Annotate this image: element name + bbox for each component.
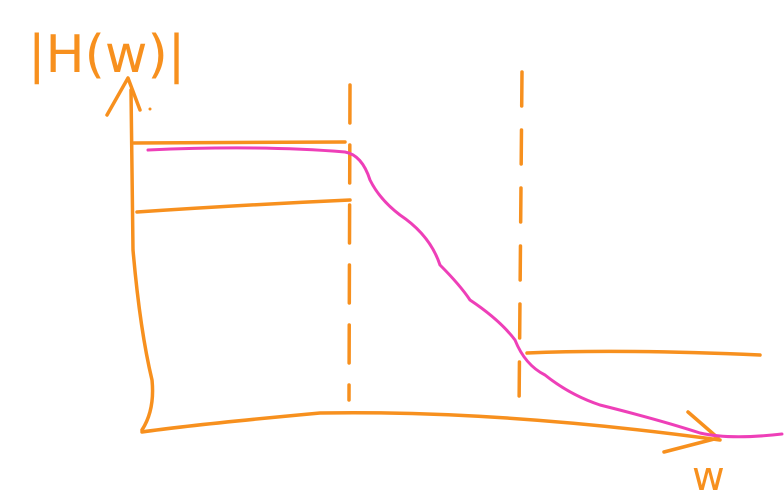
passband-edge	[347, 83, 352, 402]
y-axis-label: |H(w)|	[28, 25, 185, 85]
x-axis	[140, 410, 722, 442]
dot	[148, 107, 152, 111]
passband-ripple-level	[135, 198, 352, 214]
x-arrow	[662, 410, 720, 454]
stopband-edge	[517, 70, 524, 414]
y-arrow	[105, 76, 142, 117]
x-axis-label: w	[692, 454, 725, 500]
y-axis	[129, 88, 155, 432]
response-curve	[146, 146, 784, 439]
passband-level	[132, 140, 347, 145]
stopband-level	[525, 349, 762, 357]
